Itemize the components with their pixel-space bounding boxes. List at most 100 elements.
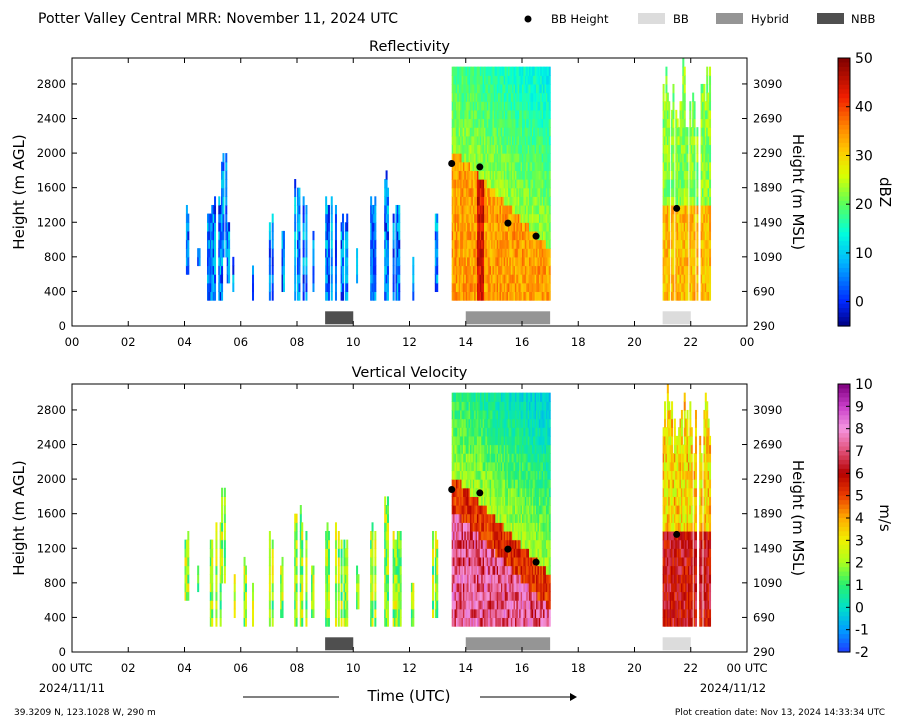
reflectivity-field-cell [340,274,343,284]
reflectivity-field-cell [676,265,679,275]
reflectivity-field-cell [472,161,475,171]
reflectivity-colorbar-segment [838,165,850,171]
reflectivity-field-cell [519,282,522,293]
vertical-velocity-field-cell [499,418,502,428]
vertical-velocity-field-cell [512,539,515,549]
reflectivity-field-cell [495,248,498,258]
reflectivity-field-cell [500,196,503,206]
vertical-velocity-field-cell [301,617,304,627]
vertical-velocity-field-cell [505,392,508,402]
reflectivity-field-cell [544,161,547,171]
reflectivity-field-cell [507,291,510,301]
reflectivity-field-cell [211,291,214,301]
reflectivity-field-cell [436,274,439,284]
reflectivity-field-cell [209,291,212,301]
reflectivity-colorbar-label: dBZ [876,177,894,207]
reflectivity-field-cell [325,239,328,249]
reflectivity-field-cell [481,196,484,206]
reflectivity-field-cell [481,265,484,275]
reflectivity-field-cell [700,248,703,258]
reflectivity-field-cell [709,239,712,249]
reflectivity-field-cell [548,196,551,206]
vertical-velocity-field-cell [510,565,513,575]
reflectivity-field-cell [662,179,665,189]
reflectivity-field-cell [468,222,471,232]
vertical-velocity-field-cell [510,574,513,584]
reflectivity-field-cell [475,213,478,223]
vertical-velocity-field-cell [334,556,337,567]
vertical-velocity-field-cell [479,470,482,480]
reflectivity-field-cell [492,274,495,284]
reflectivity-field-cell [693,213,696,223]
vertical-velocity-field-cell [221,539,224,549]
reflectivity-field-cell [481,144,484,154]
reflectivity-field-cell [471,291,474,301]
vertical-velocity-field-cell [468,513,471,523]
vertical-velocity-field-cell [505,453,508,463]
vertical-velocity-field-cell [489,418,492,428]
reflectivity-field-cell [482,222,485,232]
reflectivity-field-cell [469,248,472,258]
reflectivity-field-cell [218,274,221,284]
reflectivity-field-cell [212,256,215,267]
vertical-velocity-field-cell [412,591,415,601]
vertical-velocity-field-cell [479,409,482,420]
reflectivity-field-cell [298,204,301,215]
reflectivity-field-cell [702,118,705,128]
reflectivity-field-cell [464,291,467,301]
reflectivity-field-cell [471,213,474,223]
vertical-velocity-field-cell [489,556,492,567]
reflectivity-field-cell [453,222,456,232]
reflectivity-field-cell [665,213,668,223]
reflectivity-field-cell [467,109,470,120]
reflectivity-field-cell [509,170,512,180]
reflectivity-field-cell [492,109,495,120]
vertical-velocity-field-cell [294,565,297,575]
vertical-velocity-field-cell [496,401,499,411]
reflectivity-field-cell [537,187,540,197]
reflectivity-field-cell [516,256,519,267]
reflectivity-field-cell [543,118,546,128]
vertical-velocity-field-cell [474,453,477,463]
reflectivity-field-cell [484,196,487,206]
reflectivity-field-cell [544,256,547,267]
vertical-velocity-field-cell [187,574,190,584]
reflectivity-field-cell [675,135,678,146]
reflectivity-field-cell [696,153,699,163]
reflectivity-field-cell [706,282,709,293]
vertical-velocity-field-cell [465,409,468,420]
vertical-velocity-field-cell [513,574,516,584]
vertical-velocity-field-cell [498,418,501,428]
reflectivity-field-cell [692,248,695,258]
reflectivity-field-cell [547,196,550,206]
reflectivity-field-cell [538,239,541,249]
vertical-velocity-field-cell [462,409,465,420]
reflectivity-field-cell [524,213,527,223]
reflectivity-field-cell [469,187,472,197]
reflectivity-field-cell [493,187,496,197]
vertical-velocity-field-cell [299,556,302,567]
vertical-velocity-field-cell [509,444,512,454]
reflectivity-field-cell [500,83,503,94]
reflectivity-field-cell [505,161,508,171]
reflectivity-field-cell [548,222,551,232]
reflectivity-field-cell [330,282,333,293]
vertical-velocity-field-cell [454,530,457,541]
reflectivity-field-cell [690,222,693,232]
reflectivity-field-cell [513,265,516,275]
reflectivity-colorbar-frame [837,57,851,327]
vertical-velocity-field-cell [327,539,330,549]
vertical-velocity-field-cell [465,496,468,506]
reflectivity-field-cell [512,127,515,137]
reflectivity-field-cell [664,222,667,232]
reflectivity-field-cell [395,239,398,249]
reflectivity-field-cell [706,66,709,76]
vertical-velocity-field-cell [507,530,510,541]
reflectivity-colorbar-segment [838,75,850,81]
vertical-velocity-field-cell [398,539,401,549]
reflectivity-field-cell [500,230,503,241]
reflectivity-field-cell [706,213,709,223]
reflectivity-field-cell [271,256,274,267]
reflectivity-field-cell [488,153,491,163]
vertical-velocity-field-cell [460,461,463,472]
